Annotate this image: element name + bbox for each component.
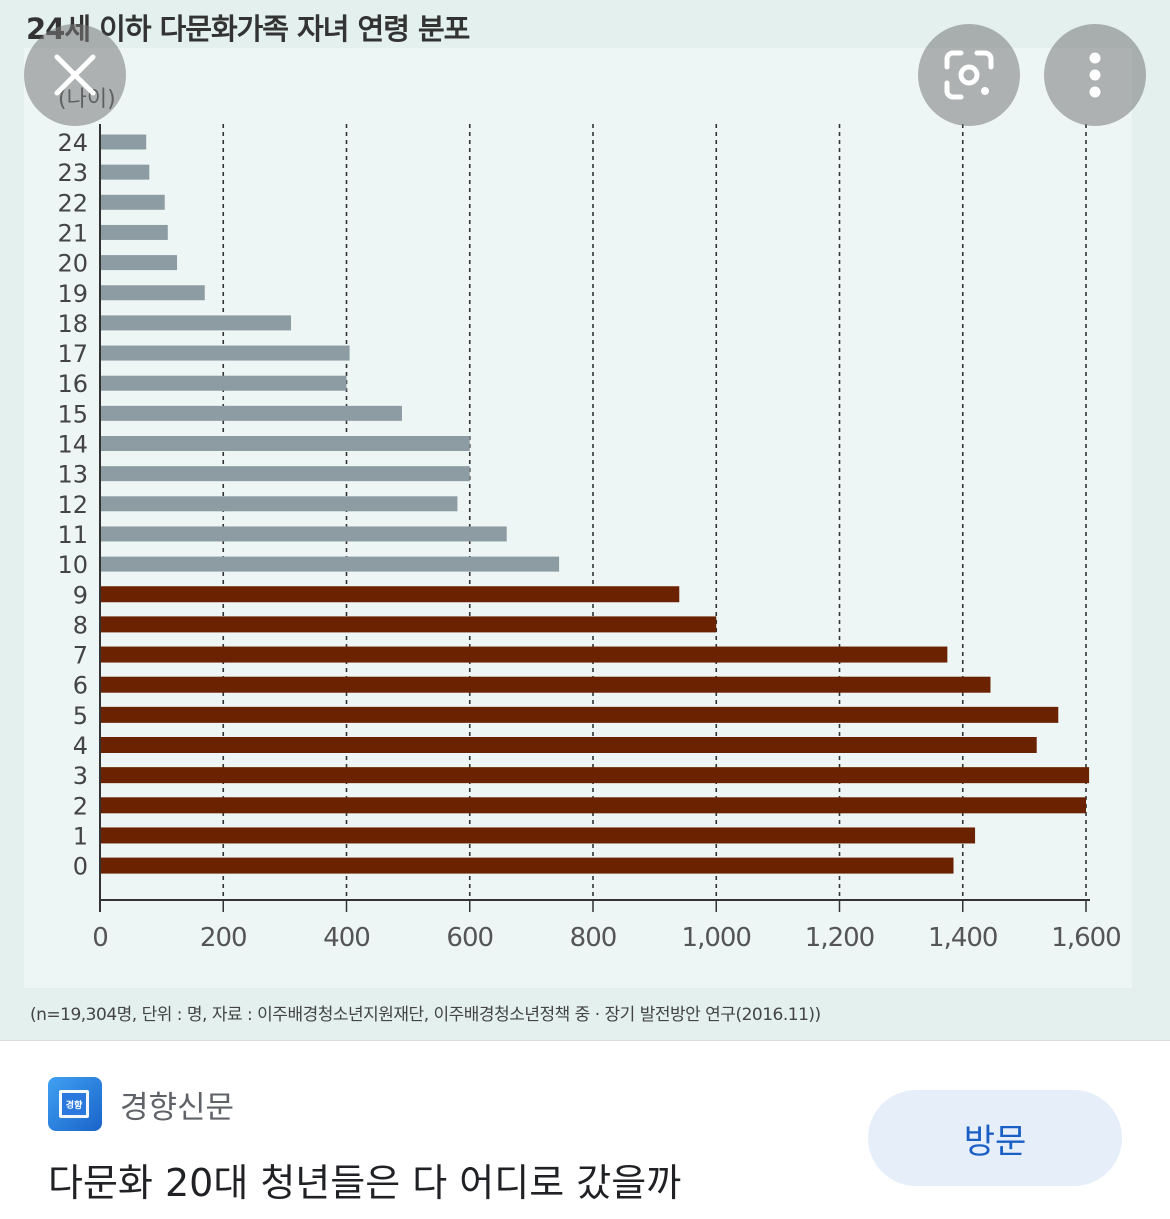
bar (101, 797, 1086, 814)
source-name: 경향신문 (120, 1089, 235, 1126)
y-tick-label: 20 (57, 250, 88, 278)
bar (101, 194, 165, 210)
x-tick-label: 1,400 (928, 923, 997, 953)
y-tick-label: 16 (57, 370, 88, 398)
bar (101, 737, 1037, 753)
bar (101, 646, 948, 663)
favicon-text: 경향 (66, 1099, 83, 1111)
x-tick-label: 200 (200, 923, 247, 953)
bar (101, 375, 347, 391)
bar (101, 616, 717, 633)
y-tick-label: 23 (57, 159, 88, 187)
y-tick-label: 10 (57, 551, 88, 579)
x-tick-label: 0 (92, 923, 108, 953)
y-tick-label: 11 (57, 521, 88, 549)
y-tick-label: 1 (73, 822, 88, 850)
y-tick-label: 15 (57, 400, 88, 428)
bar (101, 706, 1059, 723)
bar (101, 827, 976, 844)
result-title[interactable]: 다문화 20대 청년들은 다 어디로 갔을까 (48, 1161, 682, 1205)
y-tick-label: 8 (73, 611, 88, 639)
close-icon (54, 54, 96, 96)
y-tick-label: 9 (73, 581, 88, 609)
y-tick-label: 6 (73, 672, 88, 700)
x-tick-label: 600 (446, 923, 493, 953)
y-tick-label: 12 (57, 491, 88, 519)
y-tick-label: 7 (73, 642, 88, 670)
bar (101, 255, 178, 271)
bar (101, 767, 1090, 784)
lens-button[interactable] (918, 24, 1020, 126)
y-tick-label: 4 (73, 732, 88, 760)
x-tick-label: 400 (323, 923, 370, 953)
divider (0, 1040, 1170, 1041)
y-tick-label: 18 (57, 310, 88, 338)
bar (101, 134, 147, 150)
lens-icon (944, 50, 994, 100)
y-tick-label: 22 (57, 189, 88, 217)
chart-footnote: (n=19,304명, 단위 : 명, 자료 : 이주배경청소년지원재단, 이주… (30, 1005, 821, 1025)
x-tick-label: 800 (570, 923, 617, 953)
bar (101, 466, 470, 482)
site-favicon-icon: 경향 (48, 1077, 102, 1131)
close-button[interactable] (24, 24, 126, 126)
y-tick-label: 3 (73, 762, 88, 790)
x-tick-label: 1,200 (805, 923, 874, 953)
image-viewer: 24세 이하 다문화가족 자녀 연령 분포 (나이)02004006008001… (0, 0, 1170, 1040)
y-tick-label: 5 (73, 702, 88, 730)
bar (101, 345, 350, 361)
y-tick-label: 21 (57, 219, 88, 247)
bar (101, 556, 560, 572)
y-tick-label: 13 (57, 461, 88, 489)
bar (101, 676, 991, 693)
bar (101, 436, 470, 451)
visit-button[interactable]: 방문 (868, 1090, 1122, 1186)
more-vert-icon (1089, 52, 1101, 98)
bar-chart: (나이)02004006008001,0001,2001,4001,600012… (57, 87, 1121, 953)
more-options-button[interactable] (1044, 24, 1146, 126)
bar (101, 496, 458, 512)
bar (101, 857, 954, 874)
source-row[interactable]: 경향 경향신문 (48, 1076, 234, 1132)
x-tick-label: 1,600 (1051, 923, 1120, 953)
y-tick-label: 19 (57, 280, 88, 308)
bar (101, 586, 680, 603)
y-tick-label: 0 (73, 853, 88, 881)
bar (101, 285, 205, 301)
y-tick-label: 24 (57, 129, 88, 157)
bar (101, 526, 507, 542)
x-tick-label: 1,000 (682, 923, 751, 953)
bar (101, 315, 292, 331)
bar (101, 224, 168, 240)
y-tick-label: 14 (57, 431, 88, 459)
y-tick-label: 17 (57, 340, 88, 368)
bar (101, 164, 150, 180)
y-tick-label: 2 (73, 792, 88, 820)
bar (101, 405, 402, 421)
